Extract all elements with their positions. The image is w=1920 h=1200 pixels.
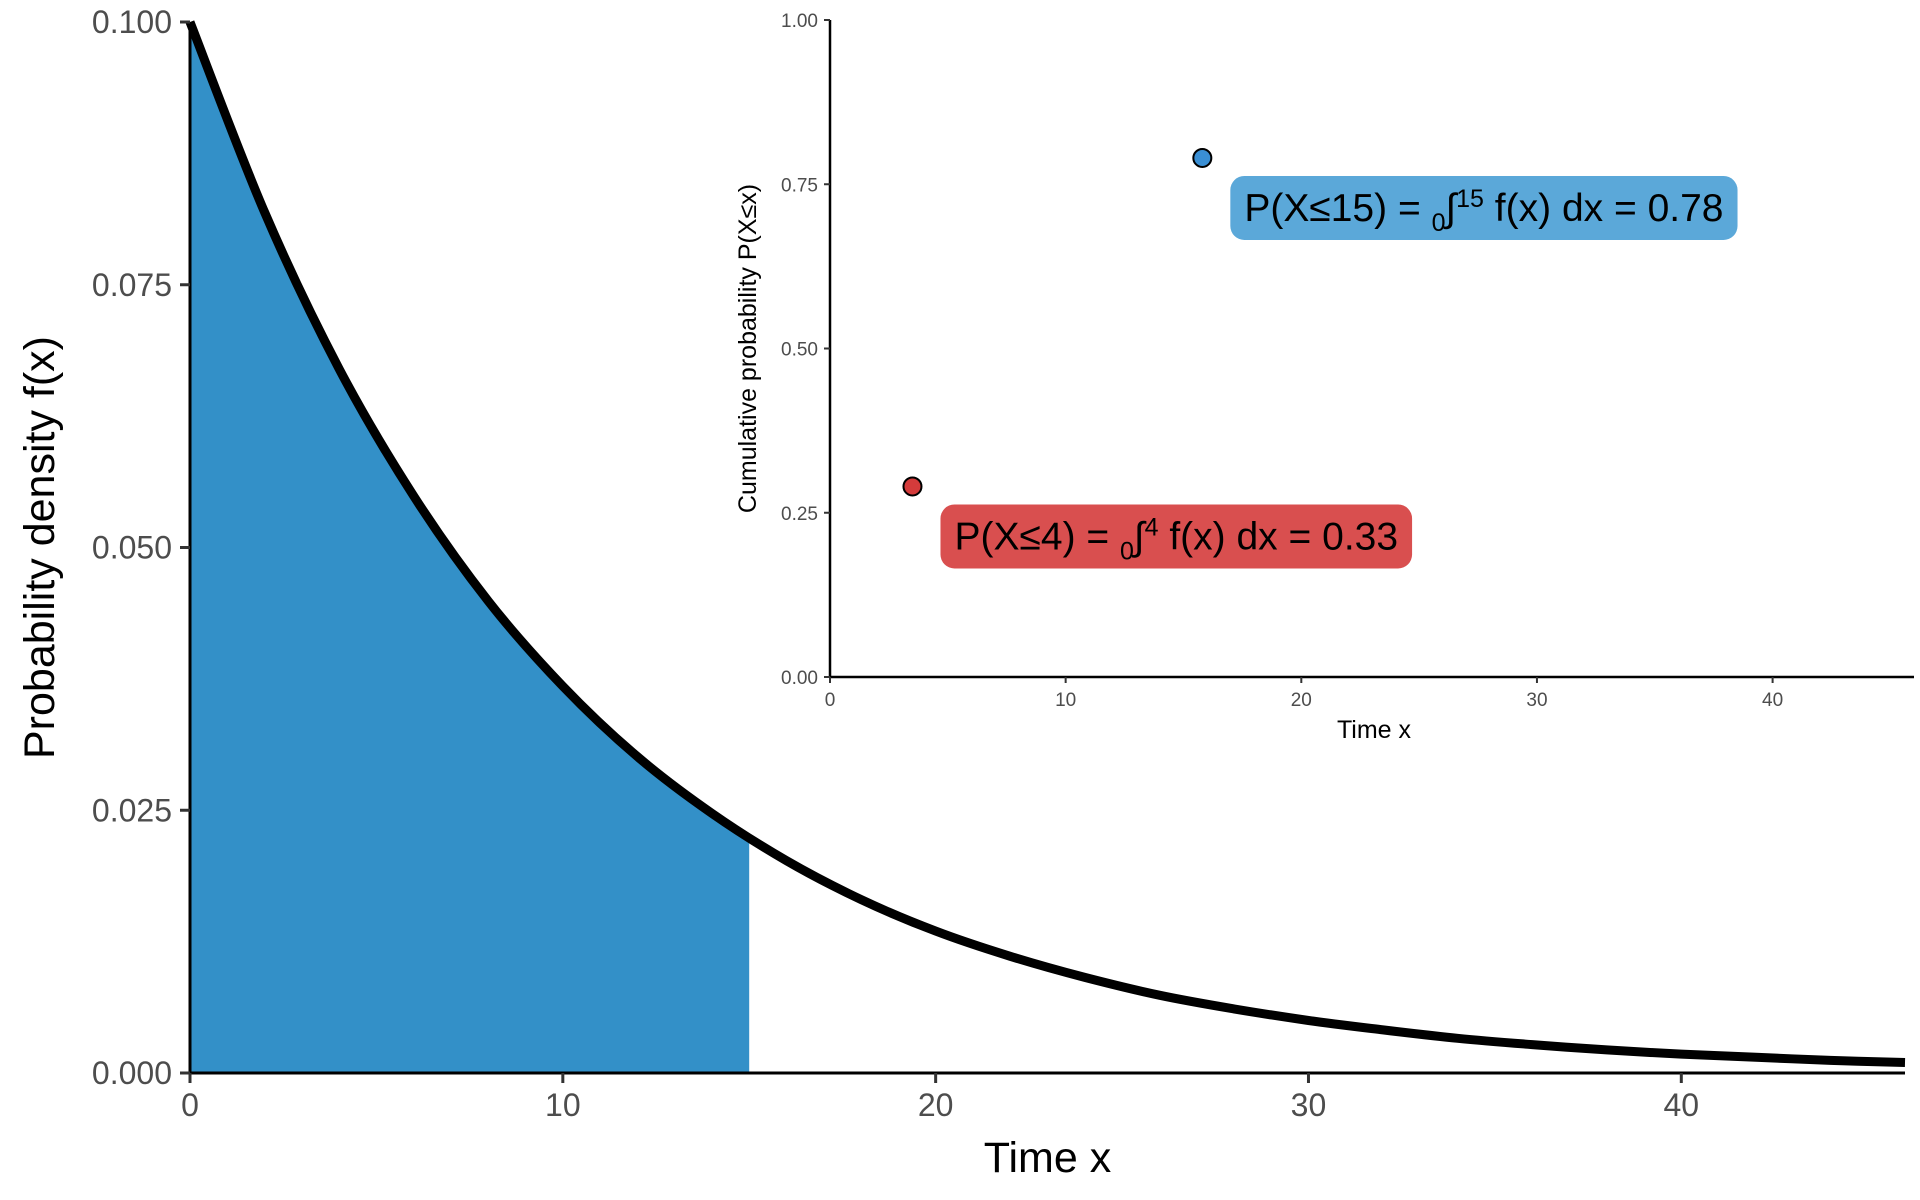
inset-x-tick-label: 0 <box>825 690 836 711</box>
inset-x-axis-title: Time x <box>1337 716 1412 744</box>
shaded-area <box>190 22 750 1073</box>
y-ticks: 0.000 0.025 0.050 0.075 0.100 <box>92 4 190 1091</box>
x-ticks: 0 10 20 30 40 <box>181 1073 1699 1123</box>
y-tick-label: 0.025 <box>92 792 172 828</box>
annotated-point: P(X≤15) = 0∫15 f(x) dx = 0.78 <box>1192 147 1738 240</box>
y-tick-label: 0.100 <box>92 4 172 40</box>
inset-x-tick-label: 40 <box>1762 690 1783 711</box>
y-tick-label: 0.000 <box>92 1055 172 1091</box>
cumulative-inset-plot: 0 10 20 30 40 0.00 0.25 0.50 0.75 1.00 Time x Cu… <box>734 11 1914 744</box>
x-tick-label: 0 <box>181 1087 199 1123</box>
inset-x-tick-label: 30 <box>1526 690 1547 711</box>
point-label: P(X≤15) = 0∫15 f(x) dx = 0.78 <box>1244 185 1723 237</box>
inset-y-tick-label: 1.00 <box>781 11 818 32</box>
density-curve <box>185 20 1906 1067</box>
x-tick-label: 10 <box>545 1087 581 1123</box>
point-marker <box>902 476 923 497</box>
point-label-box <box>940 504 1413 569</box>
inset-y-tick-label: 0.50 <box>781 340 818 361</box>
inset-x-tick-label: 10 <box>1055 690 1076 711</box>
inset-y-tick-label: 0.25 <box>781 504 818 525</box>
inset-y-axis-title: Cumulative probability P(X≤x) <box>734 184 762 513</box>
y-tick-label: 0.075 <box>92 267 172 303</box>
inset-y-tick-label: 0.00 <box>781 668 818 689</box>
annotated-point: P(X≤4) = 0∫4 f(x) dx = 0.33 <box>902 476 1413 569</box>
x-axis-title: Time x <box>984 1134 1112 1182</box>
y-tick-label: 0.050 <box>92 530 172 566</box>
inset-x-tick-label: 20 <box>1291 690 1312 711</box>
x-tick-label: 40 <box>1664 1087 1700 1123</box>
x-tick-label: 20 <box>918 1087 954 1123</box>
point-label: P(X≤4) = 0∫4 f(x) dx = 0.33 <box>954 513 1398 565</box>
inset-points: P(X≤4) = 0∫4 f(x) dx = 0.33 P(X≤15) = 0∫1… <box>902 147 1738 569</box>
point-label-box <box>1230 175 1738 240</box>
point-marker <box>1192 147 1213 168</box>
inset-x-ticks: 0 10 20 30 40 <box>825 677 1783 711</box>
y-axis-title: Probability density f(x) <box>16 336 64 759</box>
inset-y-tick-label: 0.75 <box>781 175 818 196</box>
x-tick-label: 30 <box>1291 1087 1327 1123</box>
inset-y-ticks: 0.00 0.25 0.50 0.75 1.00 <box>781 11 830 689</box>
